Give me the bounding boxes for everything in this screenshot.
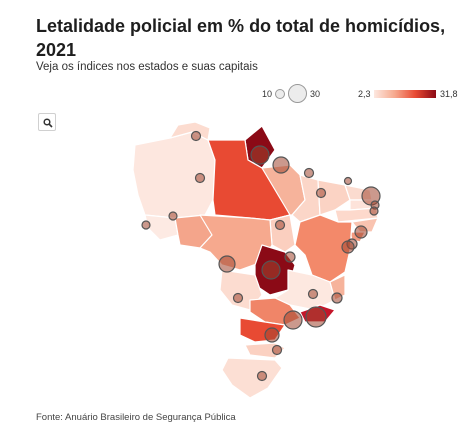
capital-teresina[interactable]: [315, 187, 327, 199]
capital-belem[interactable]: [272, 156, 290, 174]
capital-belo-horizonte[interactable]: [307, 288, 319, 300]
capital-sao-paulo[interactable]: [283, 310, 303, 330]
legend-color-ramp: [374, 90, 436, 98]
capital-rio-branco[interactable]: [141, 220, 151, 230]
capital-salvador[interactable]: [341, 240, 355, 254]
capital-manaus[interactable]: [194, 172, 206, 184]
source-note: Fonte: Anuário Brasileiro de Segurança P…: [36, 412, 236, 423]
capital-goiania[interactable]: [261, 260, 281, 280]
legend-color-min-label: 2,3: [358, 89, 371, 99]
capital-boa-vista[interactable]: [190, 130, 202, 142]
legend-color-max-label: 31,8: [440, 89, 458, 99]
capital-maceio[interactable]: [354, 225, 368, 239]
capital-palmas[interactable]: [274, 219, 286, 231]
capital-florianopolis[interactable]: [271, 344, 283, 356]
legend: 10 30 2,3 31,8: [262, 84, 462, 106]
state-ba[interactable]: [294, 214, 353, 283]
map-title: Letalidade policial em % do total de hom…: [36, 16, 446, 60]
legend-size-large-circle: [288, 84, 307, 103]
legend-size-small-circle: [275, 89, 285, 99]
search-button[interactable]: [38, 113, 56, 131]
capital-fortaleza[interactable]: [343, 176, 353, 186]
capital-vitoria[interactable]: [331, 292, 343, 304]
legend-size-max-label: 30: [310, 89, 321, 99]
legend-size-min-label: 10: [262, 89, 273, 99]
capital-cuiaba[interactable]: [218, 255, 236, 273]
capital-campo-grande[interactable]: [232, 292, 244, 304]
state-rs[interactable]: [221, 357, 283, 399]
capital-rio-de-janeiro[interactable]: [305, 306, 327, 328]
state-ce[interactable]: [317, 179, 351, 216]
capital-macapa[interactable]: [250, 145, 270, 165]
search-icon: [43, 118, 53, 128]
capital-brasilia[interactable]: [284, 251, 296, 263]
capital-recife[interactable]: [369, 206, 379, 216]
capital-porto-alegre[interactable]: [256, 370, 268, 382]
map-subtitle: Veja os índices nos estados e suas capit…: [36, 61, 258, 73]
state-mt[interactable]: [199, 214, 273, 271]
capital-sao-luis[interactable]: [303, 167, 315, 179]
capital-curitiba[interactable]: [264, 327, 280, 343]
capital-porto-velho[interactable]: [168, 211, 178, 221]
state-to[interactable]: [269, 214, 296, 253]
